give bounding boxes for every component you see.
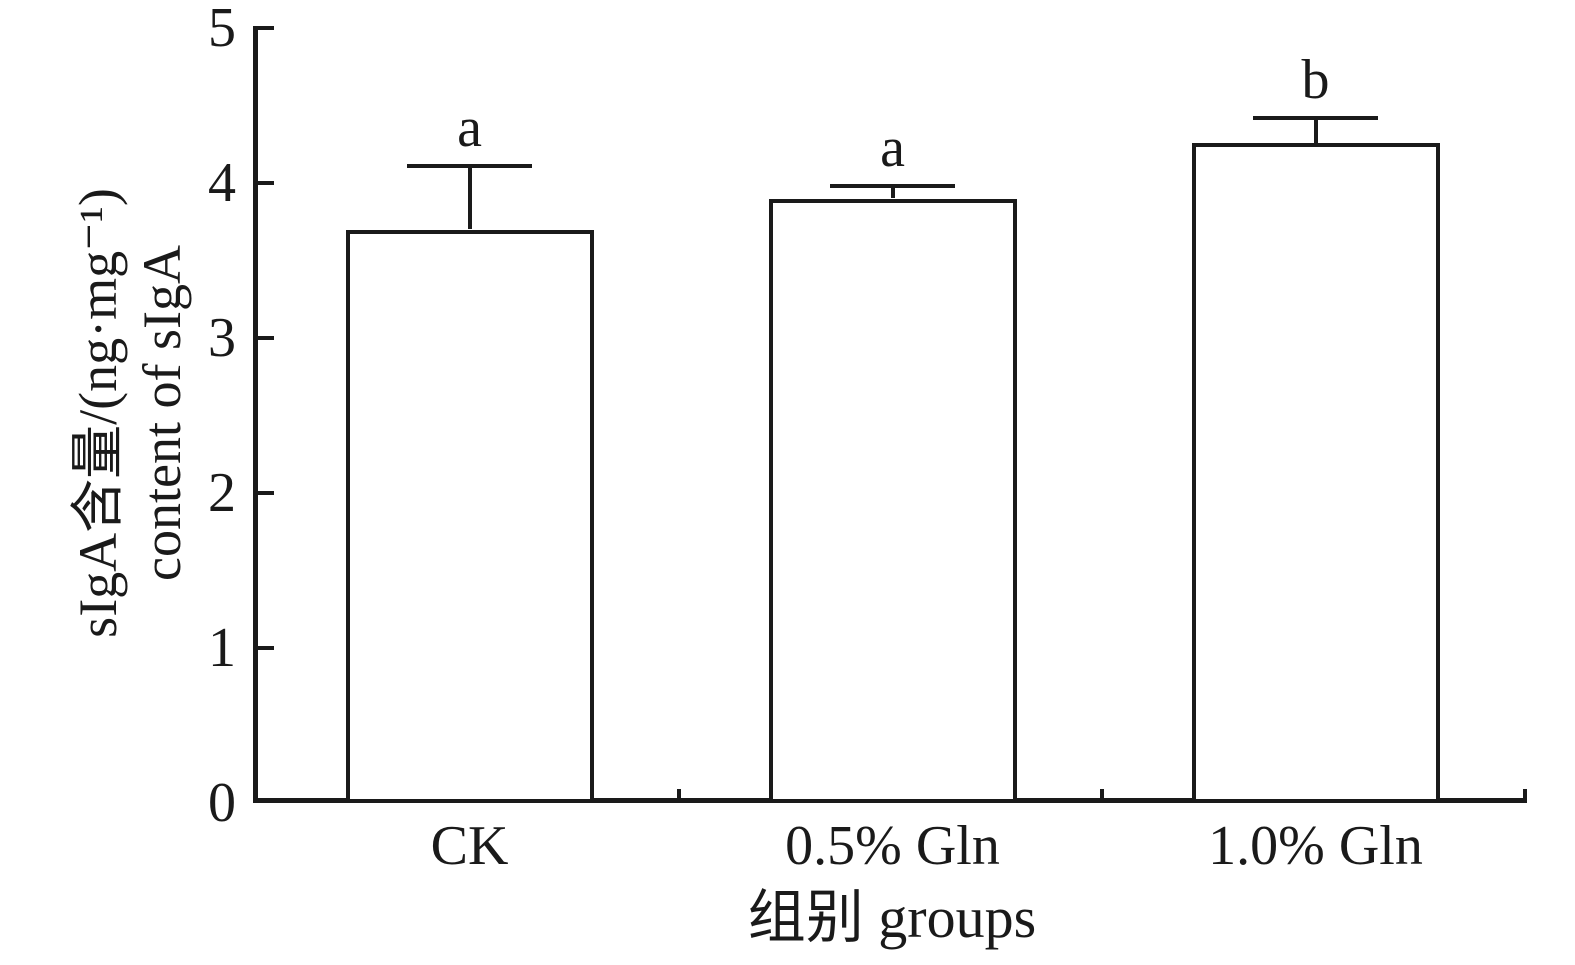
- error-bar-cap: [1253, 115, 1378, 120]
- y-axis-label-line1: sIgA含量/(ng·mg⁻¹): [68, 188, 128, 638]
- error-bar-cap: [407, 163, 532, 168]
- x-axis-tick: [677, 789, 681, 803]
- x-axis-title: 组别 groups: [747, 885, 1037, 950]
- y-axis-tick: [258, 491, 274, 495]
- x-axis-tick: [1100, 789, 1104, 803]
- y-tick-label: 5: [208, 0, 236, 59]
- significance-label: a: [880, 117, 905, 180]
- y-axis-tick: [258, 26, 274, 30]
- x-category-label: 0.5% Gln: [785, 815, 1000, 877]
- error-bar-stem: [1313, 117, 1318, 143]
- error-bar-stem: [890, 186, 895, 199]
- error-bar-cap: [830, 184, 955, 189]
- bar: [345, 229, 594, 803]
- y-tick-label: 2: [208, 462, 236, 524]
- x-axis-tick: [1523, 789, 1527, 803]
- y-tick-label: 0: [208, 772, 236, 834]
- y-axis-label: sIgA含量/(ng·mg⁻¹) content of sIgA: [66, 188, 194, 638]
- x-category-label: CK: [430, 815, 509, 877]
- y-axis-tick: [258, 336, 274, 340]
- y-axis-line: [253, 26, 258, 803]
- significance-label: b: [1301, 48, 1330, 111]
- y-axis-tick: [258, 181, 274, 185]
- y-tick-label: 3: [208, 307, 236, 369]
- y-tick-label: 1: [208, 617, 236, 679]
- significance-label: a: [457, 96, 482, 159]
- error-bar-stem: [467, 165, 472, 230]
- y-axis-label-line2: content of sIgA: [132, 245, 192, 581]
- bar: [1191, 142, 1440, 803]
- bar: [768, 198, 1017, 803]
- y-tick-label: 4: [208, 152, 236, 214]
- y-axis-tick: [258, 646, 274, 650]
- x-category-label: 1.0% Gln: [1208, 815, 1423, 877]
